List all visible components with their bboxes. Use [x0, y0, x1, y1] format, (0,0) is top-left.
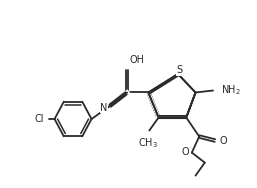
Text: O: O — [181, 147, 189, 157]
Text: S: S — [176, 65, 182, 75]
Text: CH$_3$: CH$_3$ — [138, 136, 158, 150]
Text: Cl: Cl — [35, 114, 44, 124]
Text: N: N — [100, 102, 108, 112]
Text: NH$_2$: NH$_2$ — [222, 83, 241, 97]
Text: O: O — [219, 136, 227, 146]
Text: OH: OH — [130, 55, 144, 65]
